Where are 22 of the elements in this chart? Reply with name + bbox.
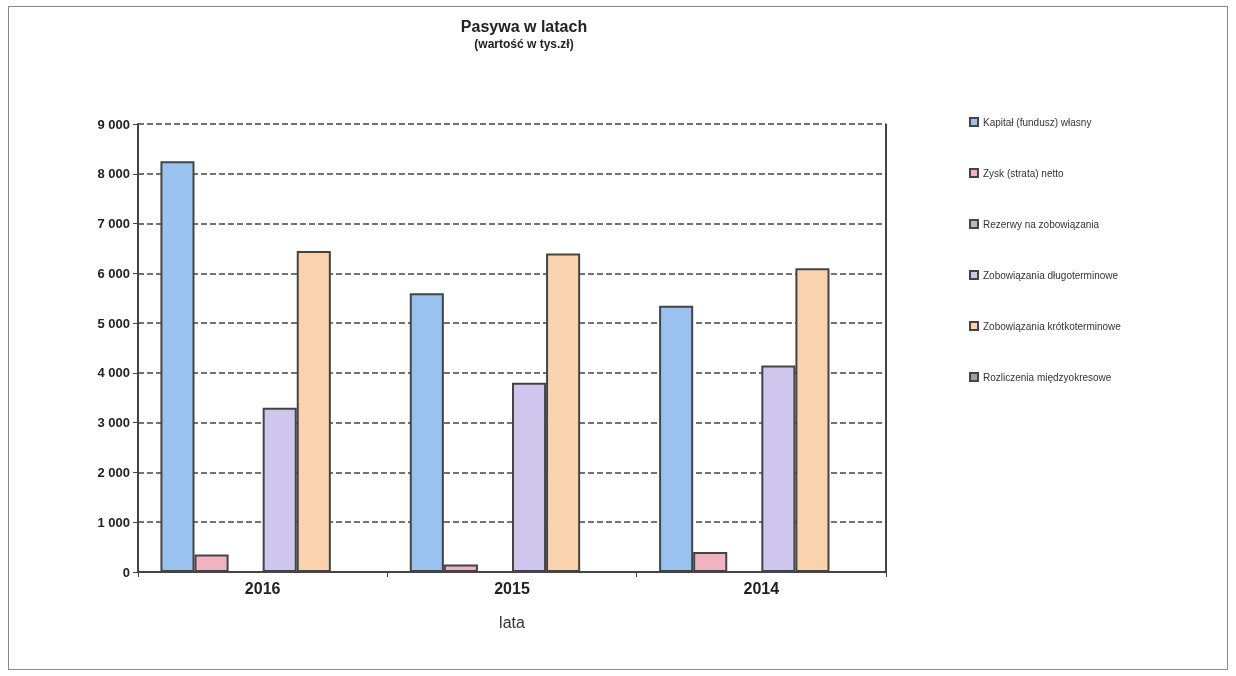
chart-subtitle: (wartość w tys.zł) (474, 37, 574, 51)
y-tick-label: 3 000 (97, 415, 130, 431)
x-tick-label: 2016 (244, 579, 281, 597)
y-tick-label: 1 000 (97, 514, 130, 530)
y-tick-label: 5 000 (97, 315, 130, 331)
y-tick-label: 9 000 (97, 116, 130, 132)
x-tick-label: 2015 (494, 579, 530, 597)
y-tick-label: 6 000 (97, 265, 130, 281)
chart-title: Pasywa w latach (460, 17, 588, 35)
x-tick-label: 2014 (743, 579, 780, 597)
legend-label: Rozliczenia międzyokresowe (983, 371, 1112, 383)
legend-label: Rezerwy na zobowiązania (983, 218, 1100, 230)
x-axis-title: lata (499, 613, 525, 631)
y-tick-label: 8 000 (97, 166, 130, 182)
legend-label: Zobowiązania krótkoterminowe (983, 320, 1122, 332)
y-tick-label: 4 000 (97, 365, 130, 381)
legend-label: Zobowiązania długoterminowe (983, 269, 1119, 281)
y-tick-label: 7 000 (97, 216, 130, 232)
y-tick-label: 2 000 (97, 464, 130, 480)
legend-label: Zysk (strata) netto (983, 167, 1065, 179)
legend-label: Kapitał (fundusz) własny (983, 116, 1092, 128)
y-tick-label: 0 (122, 564, 130, 580)
